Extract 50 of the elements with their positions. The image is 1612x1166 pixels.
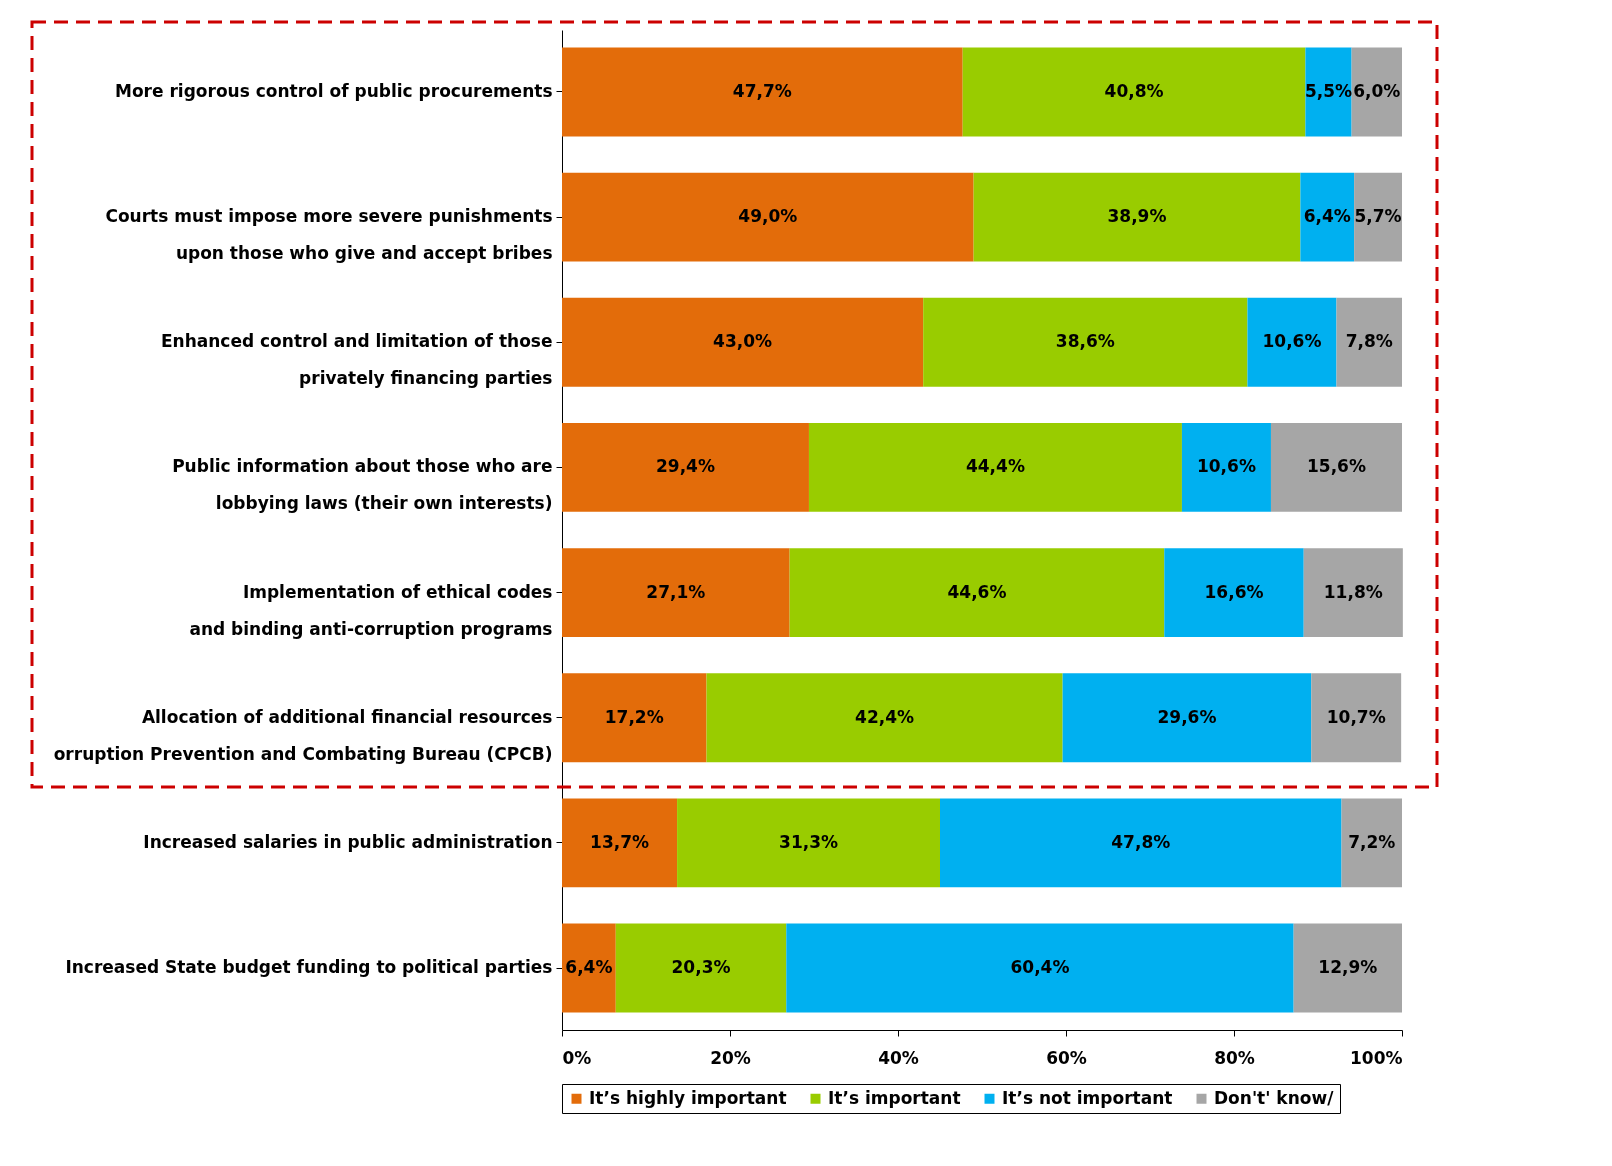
x-tick-label: 0%	[562, 1047, 592, 1068]
data-label: 44,6%	[947, 581, 1007, 602]
legend-label: It’s highly important	[589, 1087, 787, 1108]
data-label: 15,6%	[1306, 456, 1366, 477]
data-label: 47,8%	[1111, 831, 1171, 852]
x-tick-label: 80%	[1214, 1047, 1255, 1068]
data-label: 44,4%	[965, 456, 1025, 477]
data-label: 27,1%	[646, 581, 706, 602]
data-label: 31,3%	[779, 831, 839, 852]
data-label: 12,9%	[1318, 957, 1378, 978]
data-label: 7,2%	[1348, 831, 1396, 852]
y-tick-label: Implementation of ethical codes and binding anti-corruption programs	[189, 581, 553, 639]
data-label: 5,7%	[1354, 206, 1402, 227]
data-label: 10,6%	[1262, 331, 1322, 352]
data-label: 29,4%	[655, 456, 715, 477]
y-tick-label: Increased State budget funding to political parties	[65, 957, 553, 978]
data-label: 13,7%	[590, 831, 650, 852]
x-tick-label: 40%	[878, 1047, 919, 1068]
data-label: 16,6%	[1204, 581, 1264, 602]
data-label: 38,6%	[1055, 331, 1115, 352]
data-label: 11,8%	[1323, 581, 1383, 602]
y-tick-label: Public information about those who are lobbying laws (their own interests)	[172, 456, 553, 514]
data-label: 17,2%	[604, 706, 664, 727]
data-label: 38,9%	[1107, 206, 1167, 227]
x-tick-label: 100%	[1349, 1047, 1403, 1068]
data-label: 49,0%	[738, 206, 798, 227]
data-label: 10,6%	[1196, 456, 1256, 477]
data-label: 7,8%	[1345, 331, 1393, 352]
legend-label: It’s important	[828, 1087, 961, 1108]
data-label: 6,0%	[1353, 80, 1401, 101]
data-label: 6,4%	[565, 957, 613, 978]
y-tick-label: Enhanced control and limitation of those privately financing parties	[160, 331, 553, 389]
x-tick-label: 60%	[1046, 1047, 1087, 1068]
y-tick-label: Allocation of additional financial resources orruption Prevention and Combating Bureau (CPCB)	[53, 706, 553, 764]
data-label: 42,4%	[855, 706, 915, 727]
data-label: 20,3%	[671, 957, 731, 978]
data-label: 10,7%	[1326, 706, 1386, 727]
y-tick-label: Increased salaries in public administration	[143, 831, 553, 852]
data-label: 5,5%	[1304, 80, 1353, 101]
legend-label: Don't' know/	[1214, 1087, 1335, 1108]
data-label: 43,0%	[713, 331, 773, 352]
data-label: 6,4%	[1303, 206, 1351, 227]
legend-label: It’s not important	[1002, 1087, 1173, 1108]
data-label: 40,8%	[1104, 80, 1164, 101]
data-label: 47,7%	[732, 80, 792, 101]
x-tick-label: 20%	[710, 1047, 751, 1068]
y-tick-label: More rigorous control of public procurements	[115, 80, 553, 101]
data-label: 29,6%	[1157, 706, 1217, 727]
y-tick-label: Courts must impose more severe punishments upon those who give and accept bribes	[105, 206, 553, 264]
data-label: 60,4%	[1010, 957, 1070, 978]
